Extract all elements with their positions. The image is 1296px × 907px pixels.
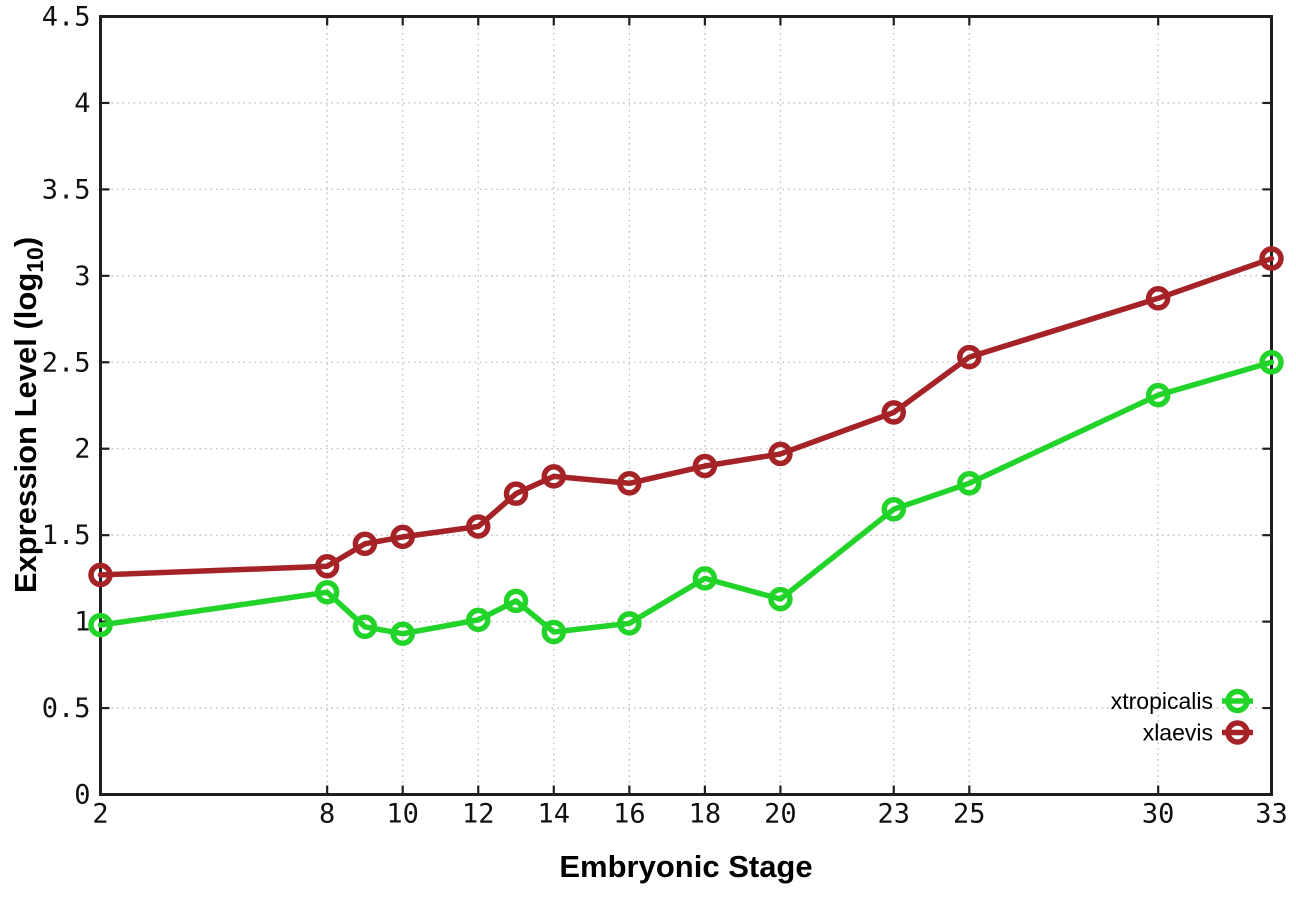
gridlines bbox=[100, 16, 1272, 795]
x-tick-label: 18 bbox=[689, 799, 722, 830]
data-point bbox=[465, 607, 491, 633]
data-point bbox=[957, 471, 982, 496]
data-point bbox=[881, 496, 907, 522]
series-line bbox=[97, 359, 1275, 637]
legend-item-label: xlaevis bbox=[1143, 720, 1213, 746]
y-tick-label: 3 bbox=[74, 261, 90, 292]
data-point bbox=[314, 579, 340, 605]
x-tick-label: 10 bbox=[386, 799, 419, 830]
data-point bbox=[692, 453, 718, 479]
plot-border bbox=[99, 15, 1273, 796]
legend: xtropicalis xlaevis bbox=[1111, 688, 1253, 746]
legend-item-marker bbox=[1225, 720, 1250, 745]
y-tick-label: 2 bbox=[74, 434, 90, 465]
data-point bbox=[503, 588, 529, 614]
data-point bbox=[541, 464, 567, 489]
data-point bbox=[617, 611, 642, 636]
data-point bbox=[768, 441, 793, 467]
x-tick-label: 8 bbox=[319, 799, 335, 830]
data-point bbox=[768, 586, 793, 612]
y-tick-label: 4 bbox=[74, 88, 90, 119]
data-point bbox=[1145, 286, 1171, 311]
data-point bbox=[1145, 382, 1171, 408]
y-tick-label: 0 bbox=[74, 780, 90, 811]
y-tick-label: 3.5 bbox=[42, 174, 91, 205]
y-tick-labels: 0 0.5 1 1.5 2 2.5 3 3.5 4 4.5 bbox=[42, 2, 91, 811]
plot-border-rect bbox=[99, 15, 1273, 796]
x-tick-labels: 2 8 10 12 14 16 18 20 23 25 30 33 bbox=[92, 799, 1287, 830]
series-xtropicalis bbox=[88, 350, 1284, 646]
y-axis-title: Expression Level (log10) bbox=[8, 237, 48, 593]
data-point bbox=[692, 566, 718, 591]
series-line bbox=[97, 255, 1275, 578]
legend-item-xtropicalis: xtropicalis bbox=[1111, 688, 1253, 714]
y-tick-label: 0.5 bbox=[42, 693, 91, 724]
axis-ticks bbox=[99, 15, 1273, 796]
data-point bbox=[503, 481, 529, 506]
data-point bbox=[541, 619, 567, 645]
data-point bbox=[617, 471, 642, 496]
x-axis-title: Embryonic Stage bbox=[559, 849, 812, 884]
x-tick-label: 16 bbox=[613, 799, 646, 830]
data-point bbox=[88, 612, 113, 638]
x-tick-label: 30 bbox=[1142, 799, 1175, 830]
data-point bbox=[881, 400, 907, 425]
data-point bbox=[352, 614, 378, 640]
data-point bbox=[465, 514, 491, 539]
data-series bbox=[88, 246, 1284, 646]
x-tick-label: 12 bbox=[462, 799, 495, 830]
data-point bbox=[957, 344, 982, 370]
y-tick-label: 1 bbox=[74, 607, 90, 638]
data-point bbox=[1259, 246, 1284, 271]
data-point bbox=[1259, 350, 1284, 375]
x-tick-label: 23 bbox=[878, 799, 911, 830]
data-point bbox=[390, 524, 415, 550]
data-point bbox=[390, 621, 415, 646]
x-tick-label: 14 bbox=[538, 799, 571, 830]
y-tick-label: 4.5 bbox=[42, 2, 91, 33]
y-tick-label: 1.5 bbox=[42, 520, 91, 551]
series-xlaevis bbox=[88, 246, 1284, 588]
x-tick-label: 20 bbox=[764, 799, 797, 830]
x-tick-label: 33 bbox=[1255, 799, 1288, 830]
legend-item-marker bbox=[1225, 688, 1250, 714]
legend-item-label: xtropicalis bbox=[1111, 688, 1213, 714]
y-tick-label: 2.5 bbox=[42, 347, 91, 378]
x-tick-label: 25 bbox=[953, 799, 986, 830]
data-point bbox=[88, 562, 113, 588]
data-point bbox=[352, 531, 378, 557]
legend-item-xlaevis: xlaevis bbox=[1143, 720, 1253, 746]
x-tick-label: 2 bbox=[92, 799, 108, 830]
data-point bbox=[314, 554, 340, 579]
